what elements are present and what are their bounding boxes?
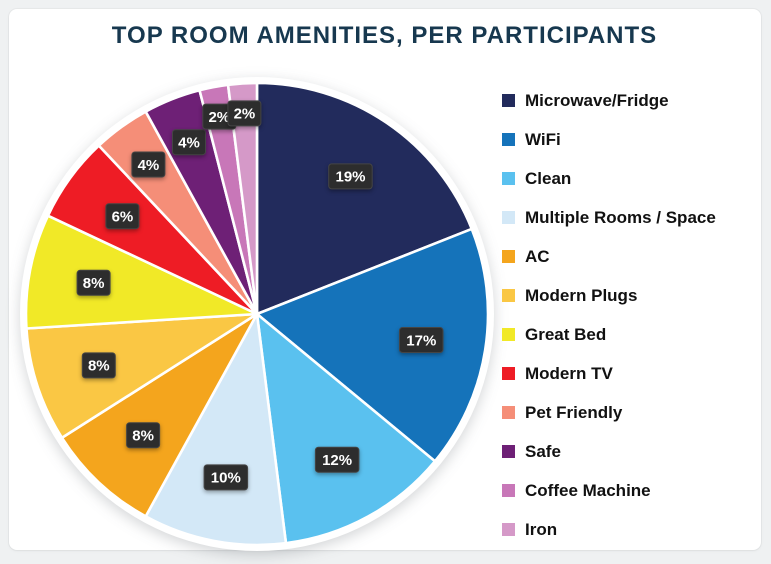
slice-value-label-iron: 2% xyxy=(227,100,262,127)
legend-label: Multiple Rooms / Space xyxy=(525,207,716,227)
value-label-text: 4% xyxy=(178,135,200,152)
slice-value-label-great-bed: 8% xyxy=(76,269,111,296)
legend-swatch-icon xyxy=(502,172,515,185)
legend-label: Pet Friendly xyxy=(525,402,623,422)
pie-slice-great-bed xyxy=(24,214,259,330)
value-label-box xyxy=(172,129,206,156)
value-label-box xyxy=(126,422,161,449)
pie-slice-ac xyxy=(60,312,259,518)
legend-label: Safe xyxy=(525,441,561,461)
legend-item-safe: Safe xyxy=(502,432,764,471)
legend-label: Modern TV xyxy=(525,363,613,383)
value-label-box xyxy=(314,446,360,473)
legend-item-modern-tv: Modern TV xyxy=(502,354,764,393)
legend-item-multiple-rooms-space: Multiple Rooms / Space xyxy=(502,198,764,237)
legend-swatch-icon xyxy=(502,406,515,419)
legend-swatch-icon xyxy=(502,523,515,536)
legend-label: Modern Plugs xyxy=(525,285,638,305)
value-label-box xyxy=(227,100,262,127)
legend-item-wifi: WiFi xyxy=(502,120,764,159)
legend-item-iron: Iron xyxy=(502,510,764,549)
value-label-text: 2% xyxy=(208,109,230,126)
value-label-box xyxy=(131,151,166,178)
pie-slice-modern-plugs xyxy=(25,312,259,440)
slice-value-label-multiple-rooms-space: 10% xyxy=(203,464,249,491)
legend-item-modern-plugs: Modern Plugs xyxy=(502,276,764,315)
value-label-text: 8% xyxy=(83,275,105,292)
pie-slice-wifi xyxy=(255,227,490,463)
slice-value-label-wifi: 17% xyxy=(399,327,444,353)
value-label-text: 17% xyxy=(406,332,436,349)
slice-value-label-ac: 8% xyxy=(126,422,161,449)
legend-item-microwave-fridge: Microwave/Fridge xyxy=(502,81,764,120)
legend-swatch-icon xyxy=(502,328,515,341)
value-label-text: 2% xyxy=(234,106,256,123)
legend-swatch-icon xyxy=(502,250,515,263)
legend-swatch-icon xyxy=(502,133,515,146)
legend: Microwave/Fridge WiFi Clean Multiple Rooms … xyxy=(502,81,764,549)
pie-slice-clean xyxy=(255,312,437,545)
value-label-text: 12% xyxy=(322,452,352,469)
value-label-text: 19% xyxy=(335,169,365,186)
pie-chart: 19% 17% 12% 10% 8% 8% 8% 6% 4% 4% 2% 2% xyxy=(20,77,494,551)
legend-swatch-icon xyxy=(502,367,515,380)
value-label-text: 8% xyxy=(88,358,110,375)
value-label-text: 4% xyxy=(138,157,160,174)
value-label-text: 6% xyxy=(112,209,134,226)
pie-slice-multiple-rooms-space xyxy=(144,312,288,547)
legend-swatch-icon xyxy=(502,289,515,302)
legend-swatch-icon xyxy=(502,445,515,458)
chart-title: TOP ROOM AMENITIES, PER PARTICIPANTS xyxy=(111,22,658,49)
value-label-box xyxy=(399,327,444,353)
slice-value-label-modern-plugs: 8% xyxy=(81,352,116,379)
legend-item-pet-friendly: Pet Friendly xyxy=(502,393,764,432)
value-label-box xyxy=(76,269,111,296)
legend-label: WiFi xyxy=(525,129,561,149)
pie-slice-microwave-fridge xyxy=(255,81,474,316)
value-label-box xyxy=(81,352,116,379)
slice-value-label-microwave-fridge: 19% xyxy=(328,163,373,190)
value-label-box xyxy=(203,464,249,491)
legend-item-ac: AC xyxy=(502,237,764,276)
legend-label: Coffee Machine xyxy=(525,480,651,500)
legend-label: Clean xyxy=(525,168,572,188)
legend-swatch-icon xyxy=(502,94,515,107)
value-label-text: 8% xyxy=(132,428,154,445)
legend-item-coffee-machine: Coffee Machine xyxy=(502,471,764,510)
legend-swatch-icon xyxy=(502,484,515,497)
legend-swatch-icon xyxy=(502,211,515,224)
legend-label: Microwave/Fridge xyxy=(525,90,669,110)
legend-label: AC xyxy=(525,246,550,266)
legend-label: Iron xyxy=(525,519,558,539)
legend-item-great-bed: Great Bed xyxy=(502,315,764,354)
slice-value-label-pet-friendly: 4% xyxy=(131,151,166,178)
value-label-box xyxy=(328,163,373,190)
slice-value-label-safe: 4% xyxy=(172,129,206,156)
value-label-box xyxy=(105,203,140,230)
pie-slice-iron xyxy=(226,81,259,316)
legend-item-clean: Clean xyxy=(502,159,764,198)
legend-label: Great Bed xyxy=(525,324,607,344)
value-label-text: 10% xyxy=(211,470,241,487)
slice-value-label-clean: 12% xyxy=(314,446,360,473)
slice-value-label-modern-tv: 6% xyxy=(105,203,140,230)
